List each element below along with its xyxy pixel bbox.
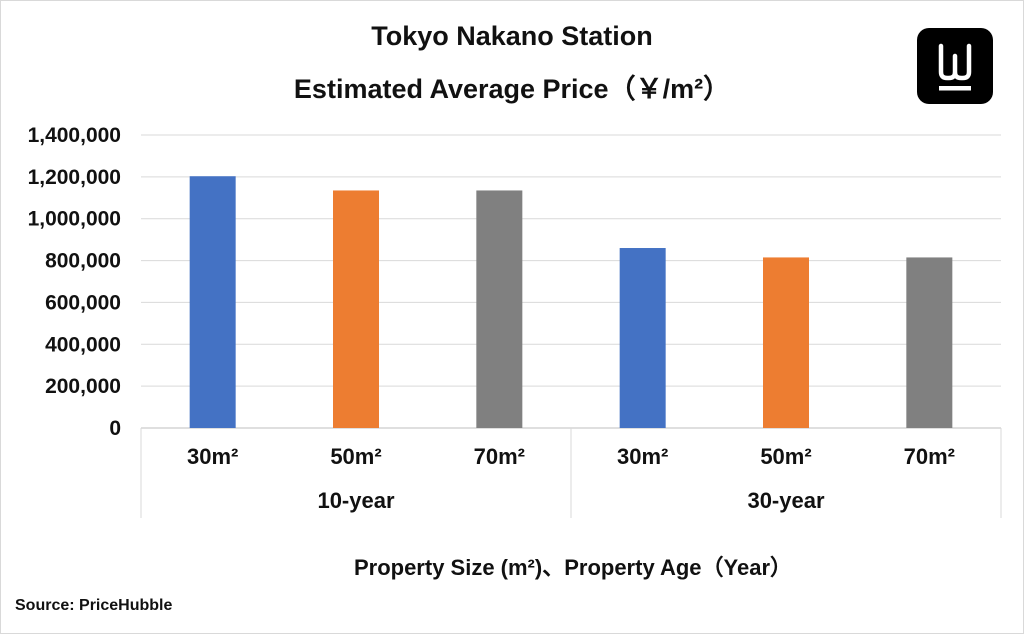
y-tick-label: 1,200,000	[28, 166, 121, 189]
y-tick-label: 1,000,000	[28, 208, 121, 231]
x-category-label: 50m²	[330, 444, 381, 469]
x-group-label: 30-year	[747, 488, 825, 513]
y-tick-label: 600,000	[45, 291, 121, 314]
y-tick-label: 800,000	[45, 250, 121, 273]
x-category-label: 70m²	[904, 444, 955, 469]
bar-10-year-50m²	[333, 190, 379, 428]
bar-30-year-70m²	[906, 257, 953, 428]
y-tick-label: 200,000	[45, 375, 121, 398]
x-category-label: 70m²	[474, 444, 525, 469]
x-group-label: 10-year	[317, 488, 395, 513]
y-tick-label: 0	[109, 417, 121, 440]
bar-30-year-30m²	[619, 248, 666, 428]
chart-title-line-2: Estimated Average Price（￥/m²）	[293, 74, 731, 104]
bar-10-year-30m²	[189, 176, 236, 428]
y-tick-label: 400,000	[45, 333, 121, 356]
y-tick-label: 1,400,000	[28, 124, 121, 147]
bar-10-year-70m²	[476, 190, 523, 428]
x-category-label: 30m²	[617, 444, 668, 469]
x-axis-label: Property Size (m²)、Property Age（Year）	[353, 555, 793, 580]
chart-title-line-1: Tokyo Nakano Station	[371, 21, 653, 51]
source-note: Source: PriceHubble	[15, 597, 173, 614]
brand-logo-icon	[917, 28, 993, 104]
x-category-label: 30m²	[187, 444, 238, 469]
x-category-label: 50m²	[760, 444, 811, 469]
bar-30-year-50m²	[763, 257, 809, 428]
